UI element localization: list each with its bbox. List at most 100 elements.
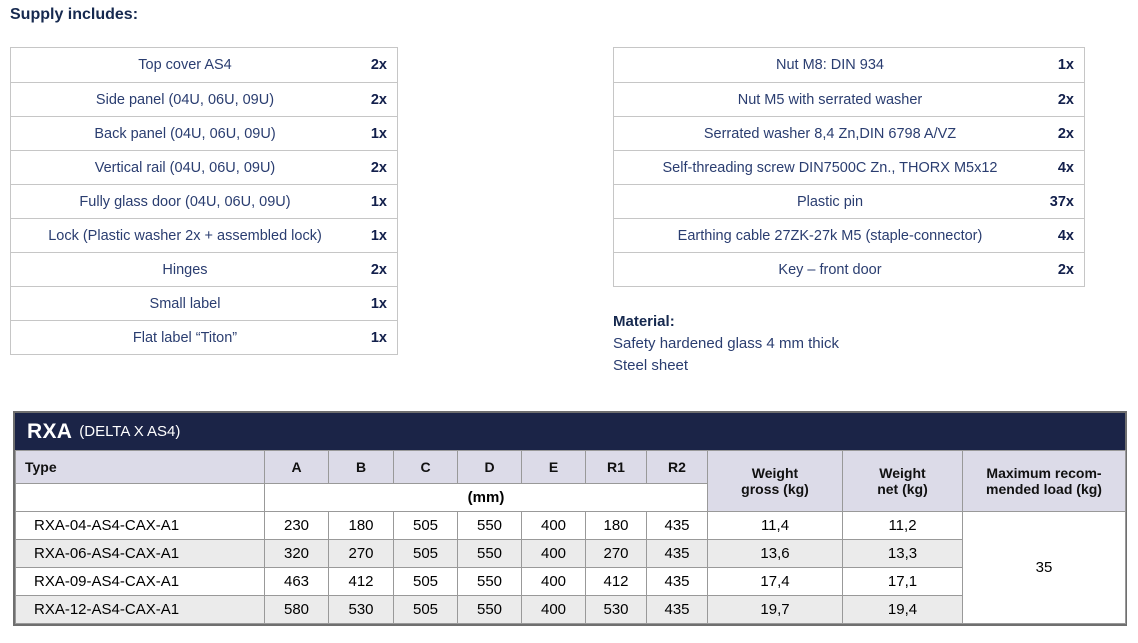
header-line: gross (kg) bbox=[741, 481, 809, 497]
weight-net: 19,4 bbox=[842, 595, 963, 624]
item-label: Nut M8: DIN 934 bbox=[776, 57, 884, 73]
item-quantity: 1x bbox=[370, 295, 387, 312]
rxa-title: RXA bbox=[27, 419, 73, 443]
type-cell: RXA-06-AS4-CAX-A1 bbox=[15, 539, 265, 568]
item-label: Self-threading screw DIN7500C Zn., THORX… bbox=[662, 159, 998, 176]
column-header-r2: R2 bbox=[646, 450, 708, 484]
list-item: Fully glass door (04U, 06U, 09U) 1x bbox=[11, 184, 397, 218]
dim-r1: 530 bbox=[585, 595, 647, 624]
dim-c: 505 bbox=[393, 595, 458, 624]
dim-a: 463 bbox=[264, 567, 329, 596]
dim-b: 530 bbox=[328, 595, 394, 624]
dim-r2: 435 bbox=[646, 539, 708, 568]
dim-d: 550 bbox=[457, 567, 522, 596]
weight-net: 13,3 bbox=[842, 539, 963, 568]
dim-a: 320 bbox=[264, 539, 329, 568]
item-label: Small label bbox=[149, 295, 221, 312]
column-header-c: C bbox=[393, 450, 458, 484]
material-line: Steel sheet bbox=[613, 357, 689, 374]
weight-net: 17,1 bbox=[842, 567, 963, 596]
item-quantity: 4x bbox=[1057, 227, 1074, 244]
rxa-dimensions-table: Type A B C D E R1 R2 Weight gross (kg) W… bbox=[15, 450, 1126, 624]
rxa-subtitle: (DELTA X AS4) bbox=[79, 423, 181, 440]
weight-net: 11,2 bbox=[842, 511, 963, 540]
header-line: Maximum recom- bbox=[986, 465, 1102, 481]
item-quantity: 2x bbox=[370, 57, 387, 73]
dim-c: 505 bbox=[393, 511, 458, 540]
type-cell: RXA-09-AS4-CAX-A1 bbox=[15, 567, 265, 596]
dim-e: 400 bbox=[521, 511, 586, 540]
dim-c: 505 bbox=[393, 567, 458, 596]
page-title: Supply includes: bbox=[10, 6, 139, 23]
list-item: Nut M5 with serrated washer 2x bbox=[614, 82, 1084, 116]
weight-gross: 13,6 bbox=[707, 539, 843, 568]
item-label: Vertical rail (04U, 06U, 09U) bbox=[94, 159, 276, 176]
column-header-e: E bbox=[521, 450, 586, 484]
list-item: Flat label “Titon” 1x bbox=[11, 320, 397, 354]
empty-cell bbox=[15, 483, 265, 512]
rxa-title-bar: RXA (DELTA X AS4) bbox=[15, 413, 1125, 450]
column-header-max-load: Maximum recom- mended load (kg) bbox=[962, 450, 1126, 512]
item-quantity: 1x bbox=[370, 227, 387, 244]
dim-d: 550 bbox=[457, 539, 522, 568]
weight-gross: 17,4 bbox=[707, 567, 843, 596]
list-item: Side panel (04U, 06U, 09U) 2x bbox=[11, 82, 397, 116]
dim-b: 180 bbox=[328, 511, 394, 540]
list-item: Hinges 2x bbox=[11, 252, 397, 286]
table-row: RXA-04-AS4-CAX-A1 230 180 505 550 400 18… bbox=[15, 511, 1126, 624]
item-quantity: 4x bbox=[1057, 159, 1074, 176]
item-quantity: 2x bbox=[370, 159, 387, 176]
dim-c: 505 bbox=[393, 539, 458, 568]
item-quantity: 2x bbox=[1057, 125, 1074, 142]
item-label: Serrated washer 8,4 Zn,DIN 6798 A/VZ bbox=[703, 125, 957, 142]
list-item: Plastic pin 37x bbox=[614, 184, 1084, 218]
column-header-b: B bbox=[328, 450, 394, 484]
type-cell: RXA-12-AS4-CAX-A1 bbox=[15, 595, 265, 624]
item-quantity: 2x bbox=[1057, 261, 1074, 278]
item-quantity: 1x bbox=[370, 329, 387, 346]
header-line: Weight bbox=[879, 465, 926, 481]
item-quantity: 2x bbox=[370, 261, 387, 278]
item-quantity: 1x bbox=[370, 193, 387, 210]
weight-gross: 11,4 bbox=[707, 511, 843, 540]
header-line: mended load (kg) bbox=[986, 481, 1102, 497]
item-label: Flat label “Titon” bbox=[132, 329, 238, 346]
column-header-weight-net: Weight net (kg) bbox=[842, 450, 963, 512]
item-label: Plastic pin bbox=[796, 193, 864, 210]
item-label: Top cover AS4 bbox=[138, 57, 232, 73]
item-quantity: 1x bbox=[1057, 57, 1074, 73]
item-quantity: 2x bbox=[370, 91, 387, 108]
list-item: Earthing cable 27ZK-27k M5 (staple-conne… bbox=[614, 218, 1084, 252]
dim-b: 270 bbox=[328, 539, 394, 568]
weight-gross: 19,7 bbox=[707, 595, 843, 624]
column-header-a: A bbox=[264, 450, 329, 484]
header-line: net (kg) bbox=[877, 481, 928, 497]
column-header-type: Type bbox=[15, 450, 265, 484]
item-label: Lock (Plastic washer 2x + assembled lock… bbox=[48, 227, 322, 244]
item-label: Back panel (04U, 06U, 09U) bbox=[94, 125, 276, 142]
list-item: Vertical rail (04U, 06U, 09U) 2x bbox=[11, 150, 397, 184]
column-header-weight-gross: Weight gross (kg) bbox=[707, 450, 843, 512]
item-quantity: 2x bbox=[1057, 91, 1074, 108]
unit-header: (mm) bbox=[264, 483, 708, 512]
dim-r1: 270 bbox=[585, 539, 647, 568]
item-quantity: 1x bbox=[370, 125, 387, 142]
material-heading: Material: bbox=[613, 313, 675, 330]
list-item: Lock (Plastic washer 2x + assembled lock… bbox=[11, 218, 397, 252]
table-row: RXA-09-AS4-CAX-A1 463 412 505 550 400 41… bbox=[15, 567, 1126, 596]
header-row: Type A B C D E R1 R2 Weight gross (kg) W… bbox=[15, 450, 1126, 512]
dim-e: 400 bbox=[521, 539, 586, 568]
dim-e: 400 bbox=[521, 567, 586, 596]
header-line: Weight bbox=[751, 465, 799, 481]
supply-list-right: Nut M8: DIN 934 1x Nut M5 with serrated … bbox=[613, 47, 1085, 287]
dim-d: 550 bbox=[457, 511, 522, 540]
dim-r2: 435 bbox=[646, 511, 708, 540]
list-item: Nut M8: DIN 934 1x bbox=[614, 48, 1084, 82]
item-label: Side panel (04U, 06U, 09U) bbox=[95, 91, 275, 108]
dim-e: 400 bbox=[521, 595, 586, 624]
list-item: Key – front door 2x bbox=[614, 252, 1084, 286]
rxa-spec-table: RXA (DELTA X AS4) Type A B C D E R1 R2 W… bbox=[13, 411, 1127, 626]
list-item: Serrated washer 8,4 Zn,DIN 6798 A/VZ 2x bbox=[614, 116, 1084, 150]
list-item: Top cover AS4 2x bbox=[11, 48, 397, 82]
max-load-value: 35 bbox=[962, 511, 1126, 624]
